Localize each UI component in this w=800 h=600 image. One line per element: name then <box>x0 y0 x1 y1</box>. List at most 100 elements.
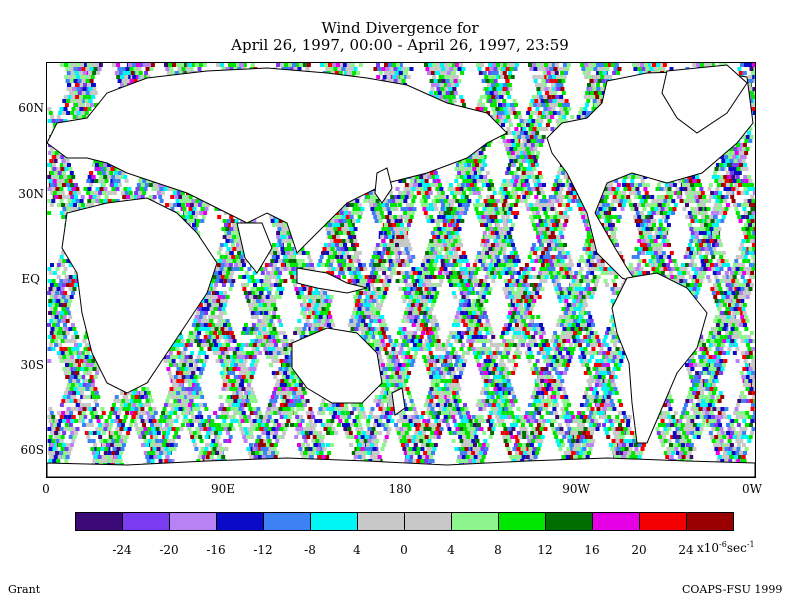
swath-pixel <box>123 187 128 191</box>
swath-pixel <box>54 195 59 199</box>
swath-pixel <box>229 399 234 403</box>
swath-pixel <box>270 343 274 347</box>
swath-pixel <box>240 367 245 371</box>
swath-pixel <box>143 403 147 407</box>
swath-pixel <box>166 367 171 371</box>
swath-pixel <box>280 383 284 387</box>
swath-pixel <box>251 347 256 351</box>
swath-pixel <box>220 263 225 267</box>
swath-pixel <box>82 99 87 103</box>
swath-pixel <box>57 443 62 447</box>
swath-pixel <box>155 439 160 443</box>
swath-pixel <box>56 299 61 303</box>
swath-pixel <box>105 455 110 459</box>
swath-pixel <box>88 195 93 199</box>
swath-pixel <box>198 315 203 319</box>
swath-pixel <box>243 323 248 327</box>
swath-pixel <box>62 259 67 263</box>
swath-pixel <box>93 375 98 379</box>
swath-pixel <box>153 411 158 415</box>
swath-pixel <box>107 427 112 431</box>
swath-pixel <box>78 87 83 91</box>
swath-pixel <box>98 179 103 183</box>
swath-pixel <box>221 295 226 299</box>
swath-pixel <box>248 303 252 307</box>
swath-pixel <box>191 439 196 443</box>
swath-pixel <box>70 195 75 199</box>
swath-pixel <box>227 255 232 259</box>
swath-pixel <box>172 191 177 195</box>
swath-pixel <box>272 311 277 315</box>
swath-pixel <box>195 323 200 327</box>
swath-pixel <box>235 255 240 259</box>
swath-pixel <box>86 191 91 195</box>
swath-pixel <box>69 387 74 391</box>
swath-pixel <box>257 331 262 335</box>
swath-pixel <box>128 423 133 427</box>
swath-pixel <box>75 187 80 191</box>
swath-pixel <box>77 411 82 415</box>
swath-pixel <box>130 71 135 75</box>
swath-pixel <box>197 307 202 311</box>
swath-pixel <box>300 419 305 423</box>
swath-pixel <box>156 191 161 195</box>
swath-pixel <box>249 307 254 311</box>
swath-pixel <box>229 227 234 231</box>
swath-pixel <box>91 83 95 87</box>
swath-pixel <box>222 311 227 315</box>
swath-pixel <box>52 459 57 463</box>
swath-pixel <box>219 243 224 247</box>
swath-pixel <box>218 271 223 275</box>
swath-pixel <box>170 459 175 463</box>
swath-pixel <box>162 419 167 423</box>
swath-pixel <box>63 163 67 167</box>
swath-pixel <box>58 327 63 331</box>
swath-pixel <box>145 443 149 447</box>
swath-pixel <box>115 439 120 443</box>
swath-pixel <box>74 103 78 107</box>
swath-pixel <box>86 435 91 439</box>
swath-pixel <box>99 187 104 191</box>
swath-pixel <box>118 71 123 75</box>
swath-pixel <box>224 263 229 267</box>
swath-pixel <box>221 331 226 335</box>
swath-pixel <box>244 355 249 359</box>
swath-pixel <box>250 447 255 451</box>
swath-pixel <box>226 219 231 223</box>
swath-pixel <box>303 439 308 443</box>
swath-pixel <box>80 367 85 371</box>
swath-pixel <box>77 203 82 207</box>
swath-pixel <box>189 387 194 391</box>
swath-pixel <box>225 239 230 243</box>
swath-pixel <box>170 395 175 399</box>
swath-pixel <box>222 419 227 423</box>
swath-pixel <box>127 403 131 407</box>
swath-pixel <box>278 271 283 275</box>
swath-pixel <box>188 431 193 435</box>
swath-pixel <box>358 63 363 67</box>
swath-pixel <box>66 395 71 399</box>
swath-pixel <box>78 71 83 75</box>
swath-pixel <box>61 399 66 403</box>
swath-pixel <box>74 343 78 347</box>
swath-pixel <box>69 443 74 447</box>
swath-pixel <box>112 63 116 67</box>
swath-pixel <box>47 211 52 215</box>
swath-pixel <box>58 419 63 423</box>
swath-pixel <box>87 403 91 407</box>
swath-pixel <box>187 211 192 215</box>
swath-pixel <box>274 271 279 275</box>
swath-pixel <box>174 343 178 347</box>
swath-pixel <box>231 335 236 339</box>
swath-pixel <box>188 63 192 67</box>
swath-pixel <box>202 423 206 427</box>
swath-pixel <box>252 355 257 359</box>
swath-pixel <box>78 343 82 347</box>
swath-pixel <box>63 107 68 111</box>
swath-pixel <box>244 391 249 395</box>
swath-pixel <box>47 279 52 283</box>
swath-pixel <box>150 423 154 427</box>
swath-pixel <box>230 355 235 359</box>
swath-pixel <box>305 67 310 71</box>
swath-pixel <box>269 251 274 255</box>
